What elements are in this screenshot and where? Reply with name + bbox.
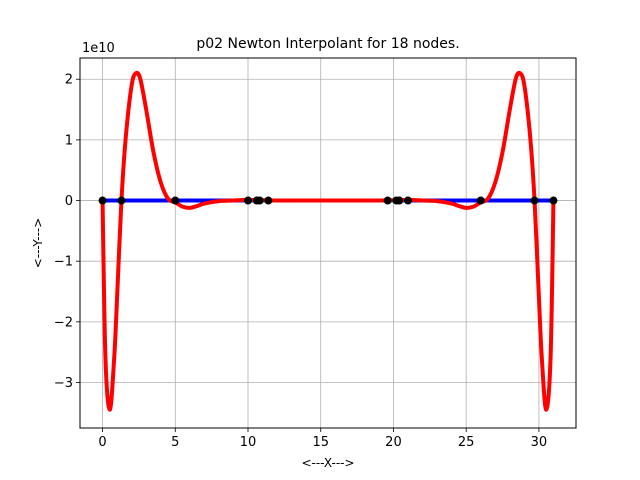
x-tick-label: 5	[171, 435, 179, 450]
y-tick-label: −1	[54, 255, 73, 270]
node-marker	[98, 196, 107, 205]
y-tick-label: 2	[65, 73, 73, 88]
node-marker	[530, 196, 539, 205]
x-tick-label: 0	[98, 435, 106, 450]
node-marker	[549, 196, 558, 205]
node-marker	[404, 196, 412, 205]
y-tick-label: 0	[65, 194, 73, 209]
axes-frame	[79, 57, 577, 429]
y-offset-label: 1e10	[82, 41, 115, 56]
x-axis: 0 5 10 15 20 25 30	[98, 428, 547, 450]
node-marker	[383, 196, 392, 205]
node-marker	[395, 196, 404, 205]
x-tick-label: 10	[240, 435, 257, 450]
node-marker	[171, 196, 180, 205]
y-tick-label: 1	[65, 133, 73, 148]
x-tick-label: 30	[531, 435, 548, 450]
x-axis-label: <---X--->	[301, 456, 354, 470]
node-marker	[476, 196, 485, 205]
y-axis-label: <---Y--->	[31, 218, 45, 269]
node-marker	[264, 196, 273, 205]
node-marker	[255, 196, 264, 205]
node-marker	[117, 196, 126, 205]
chart-title: p02 Newton Interpolant for 18 nodes.	[196, 36, 459, 52]
y-tick-label: −3	[54, 376, 73, 391]
x-tick-label: 20	[385, 435, 402, 450]
node-marker	[244, 196, 252, 205]
x-tick-label: 15	[312, 435, 329, 450]
y-axis: −3 −2 −1 0 1 2	[54, 73, 80, 391]
y-tick-label: −2	[54, 315, 73, 330]
interpolant-line	[100, 70, 556, 412]
x-tick-label: 25	[458, 435, 475, 450]
markers-layer	[98, 196, 558, 205]
